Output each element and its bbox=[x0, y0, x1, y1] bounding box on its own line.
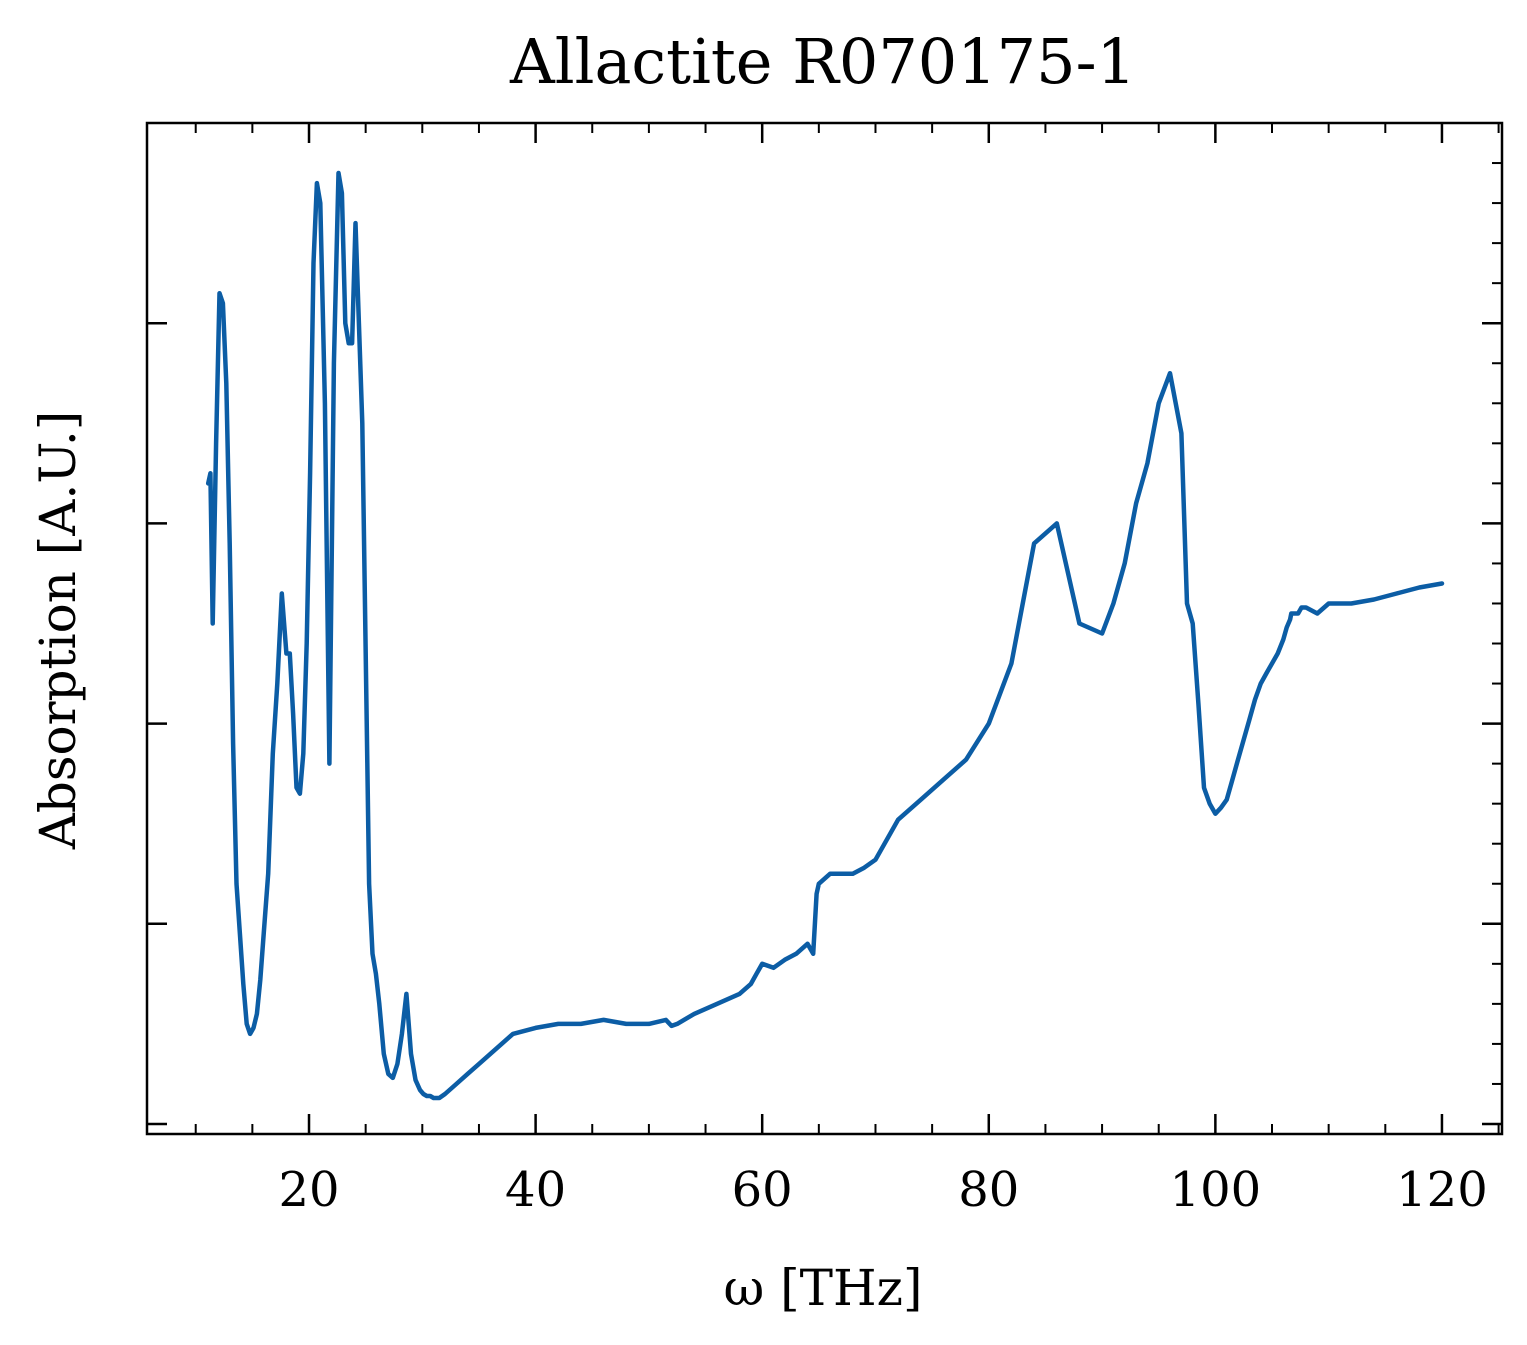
x-tick-label: 60 bbox=[732, 1162, 793, 1218]
x-tick-label: 20 bbox=[278, 1162, 339, 1218]
x-tick-label: 80 bbox=[958, 1162, 1019, 1218]
y-axis-ticks bbox=[147, 162, 1502, 1126]
x-tick-label: 40 bbox=[505, 1162, 566, 1218]
series-line bbox=[205, 170, 1445, 1101]
x-tick-label: 120 bbox=[1396, 1162, 1488, 1218]
series-layer bbox=[205, 170, 1445, 1101]
y-axis-label: Absorption [A.U.] bbox=[29, 411, 87, 851]
x-tick-label: 100 bbox=[1170, 1162, 1262, 1218]
chart-title: Allactite R070175-1 bbox=[509, 25, 1136, 98]
x-axis-ticks: 20 40 60 80 100 120 bbox=[194, 123, 1500, 1218]
x-axis-label: ω [THz] bbox=[724, 1259, 923, 1317]
plot-frame bbox=[145, 121, 1504, 1136]
